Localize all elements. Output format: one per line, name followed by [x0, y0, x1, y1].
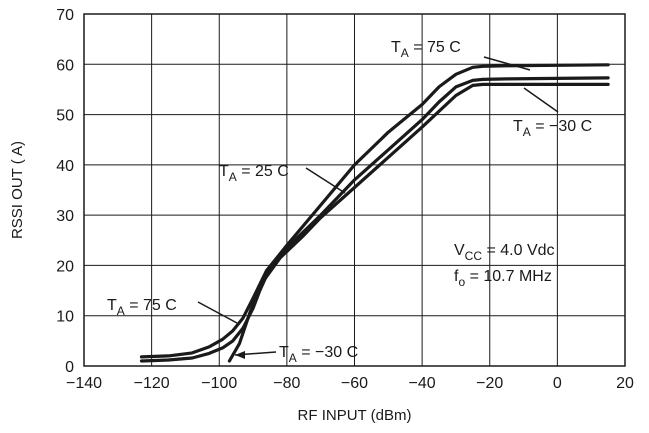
y-axis-label: RSSI OUT ( A)	[9, 141, 26, 239]
y-tick-label: 70	[56, 7, 74, 24]
y-tick-label: 10	[56, 309, 74, 326]
y-tick-label: 0	[65, 359, 74, 376]
annotation-t25: TA = 25 C	[219, 163, 289, 184]
arrowhead-tm30_lower	[235, 351, 245, 359]
x-axis-label: RF INPUT (dBm)	[298, 407, 412, 424]
series-lines	[139, 63, 610, 363]
annotation-tm30_upper: TA = −30 C	[513, 118, 592, 139]
annotation-fo: fo = 10.7 MHz	[454, 268, 552, 289]
series-line-0	[139, 63, 610, 359]
annotation-vcc: VCC = 4.0 Vdc	[454, 242, 555, 263]
y-tick-label: 60	[56, 57, 74, 74]
x-tick-label: 20	[616, 375, 634, 392]
annotation-t75_upper: TA = 75 C	[391, 39, 461, 60]
leader-line-t75_lower	[197, 301, 238, 324]
leader-line-tm30_upper	[523, 87, 559, 113]
x-tick-label: −80	[273, 375, 300, 392]
x-tick-label: −20	[476, 375, 503, 392]
y-tick-label: 40	[56, 158, 74, 175]
x-tick-label: −40	[409, 375, 436, 392]
x-tick-label: −120	[134, 375, 170, 392]
x-tick-label: −60	[341, 375, 368, 392]
leader-line-t25	[305, 167, 346, 194]
x-tick-label: 0	[553, 375, 562, 392]
annotation-t75_lower: TA = 75 C	[107, 297, 177, 318]
annotation-tm30_lower: TA = −30 C	[279, 344, 358, 365]
series-line-1	[139, 76, 610, 363]
leader-line-t75_upper	[483, 56, 531, 71]
series-line-2	[227, 82, 610, 363]
x-tick-label: −140	[66, 375, 102, 392]
y-tick-label: 50	[56, 108, 74, 125]
plot-frame	[83, 13, 626, 367]
x-tick-labels: −140 −120 −100 −80 −60 −40 −20 0 20	[66, 375, 634, 392]
y-tick-labels: 0 10 20 30 40 50 60 70	[56, 7, 74, 376]
y-tick-label: 30	[56, 208, 74, 225]
annotations: TA = 75 C TA = −30 C TA = 25 C TA = 75 C TA …	[107, 39, 592, 365]
x-tick-label: −100	[201, 375, 237, 392]
y-tick-label: 20	[56, 258, 74, 275]
